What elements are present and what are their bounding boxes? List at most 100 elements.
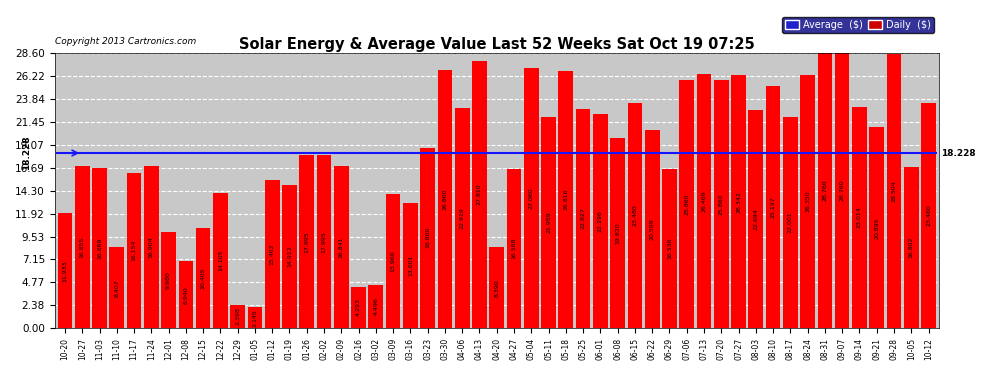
Bar — [542, 117, 556, 328]
Bar — [265, 180, 279, 328]
Text: 20.895: 20.895 — [874, 217, 879, 238]
Bar — [644, 130, 659, 328]
Bar — [75, 166, 89, 328]
Text: 8.390: 8.390 — [494, 279, 499, 297]
Text: 10.405: 10.405 — [201, 267, 206, 289]
Bar — [835, 52, 849, 328]
Text: 26.469: 26.469 — [702, 190, 707, 212]
Bar — [507, 169, 522, 328]
Bar — [351, 287, 366, 328]
Text: 20.599: 20.599 — [649, 218, 654, 240]
Text: 22.001: 22.001 — [788, 211, 793, 233]
Bar — [921, 103, 936, 328]
Bar — [248, 308, 262, 328]
Text: 16.802: 16.802 — [909, 237, 914, 258]
Bar — [800, 75, 815, 328]
Text: 27.060: 27.060 — [529, 188, 534, 209]
Text: 11.933: 11.933 — [62, 260, 67, 282]
Text: 16.904: 16.904 — [148, 236, 153, 258]
Text: 16.536: 16.536 — [667, 238, 672, 260]
Text: 28.760: 28.760 — [823, 179, 828, 201]
Text: 18.228: 18.228 — [23, 136, 32, 170]
Text: 14.105: 14.105 — [218, 250, 223, 271]
Bar — [714, 80, 729, 328]
Text: 17.995: 17.995 — [322, 231, 327, 252]
Bar — [489, 248, 504, 328]
Bar — [679, 80, 694, 328]
Text: 23.480: 23.480 — [633, 204, 638, 226]
Bar — [57, 213, 72, 328]
Text: 2.145: 2.145 — [252, 309, 257, 327]
Bar — [748, 110, 763, 328]
Bar — [213, 193, 228, 328]
Bar — [161, 232, 176, 328]
Bar — [628, 103, 643, 328]
Bar — [576, 109, 590, 328]
Text: 16.855: 16.855 — [80, 236, 85, 258]
Text: 21.959: 21.959 — [546, 212, 551, 234]
Bar — [334, 166, 348, 328]
Bar — [231, 305, 245, 328]
Text: 26.816: 26.816 — [563, 189, 568, 210]
Bar — [438, 70, 452, 328]
Bar — [472, 61, 487, 328]
Text: 19.820: 19.820 — [615, 222, 620, 244]
Bar — [127, 173, 142, 328]
Text: 16.841: 16.841 — [339, 236, 344, 258]
Text: 27.810: 27.810 — [477, 184, 482, 206]
Text: 22.296: 22.296 — [598, 210, 603, 232]
Bar — [196, 228, 211, 328]
Bar — [783, 117, 798, 328]
Bar — [765, 86, 780, 328]
Text: 22.694: 22.694 — [753, 208, 758, 230]
Legend: Average  ($), Daily  ($): Average ($), Daily ($) — [782, 17, 934, 33]
Text: 25.197: 25.197 — [770, 196, 775, 218]
Bar — [524, 68, 539, 328]
Bar — [869, 128, 884, 328]
Text: 25.860: 25.860 — [719, 193, 724, 214]
Bar — [317, 155, 332, 328]
Text: 13.001: 13.001 — [408, 255, 413, 276]
Bar — [403, 203, 418, 328]
Bar — [852, 107, 867, 328]
Bar — [732, 75, 745, 328]
Text: 22.919: 22.919 — [459, 207, 464, 229]
Title: Solar Energy & Average Value Last 52 Weeks Sat Oct 19 07:25: Solar Energy & Average Value Last 52 Wee… — [239, 37, 754, 52]
Text: 26.342: 26.342 — [736, 190, 742, 213]
Text: 23.014: 23.014 — [857, 207, 862, 228]
Bar — [662, 169, 677, 328]
Text: 4.496: 4.496 — [373, 297, 378, 315]
Bar — [178, 261, 193, 328]
Text: 4.293: 4.293 — [356, 298, 361, 316]
Text: 25.860: 25.860 — [684, 193, 689, 214]
Text: 13.960: 13.960 — [391, 250, 396, 272]
Bar — [904, 167, 919, 328]
Bar — [697, 74, 712, 328]
Text: Copyright 2013 Cartronics.com: Copyright 2013 Cartronics.com — [54, 37, 196, 46]
Bar — [368, 285, 383, 328]
Text: 8.407: 8.407 — [114, 279, 119, 297]
Text: 14.912: 14.912 — [287, 246, 292, 267]
Text: 16.669: 16.669 — [97, 237, 102, 259]
Bar — [386, 194, 400, 328]
Text: 16.568: 16.568 — [512, 238, 517, 259]
Bar — [92, 168, 107, 328]
Text: 23.460: 23.460 — [926, 204, 931, 226]
Text: 28.760: 28.760 — [840, 179, 844, 201]
Text: 6.940: 6.940 — [183, 286, 188, 304]
Bar — [299, 155, 314, 328]
Bar — [887, 54, 901, 328]
Text: 15.462: 15.462 — [269, 243, 274, 265]
Bar — [144, 166, 158, 328]
Text: 22.827: 22.827 — [580, 207, 586, 230]
Bar — [610, 138, 625, 328]
Bar — [818, 52, 833, 328]
Text: 28.504: 28.504 — [891, 180, 897, 202]
Text: 18.228: 18.228 — [940, 148, 975, 158]
Text: 26.350: 26.350 — [805, 191, 810, 212]
Text: 26.860: 26.860 — [443, 188, 447, 210]
Text: 2.398: 2.398 — [236, 308, 241, 326]
Bar — [558, 70, 573, 328]
Bar — [593, 114, 608, 328]
Bar — [282, 185, 297, 328]
